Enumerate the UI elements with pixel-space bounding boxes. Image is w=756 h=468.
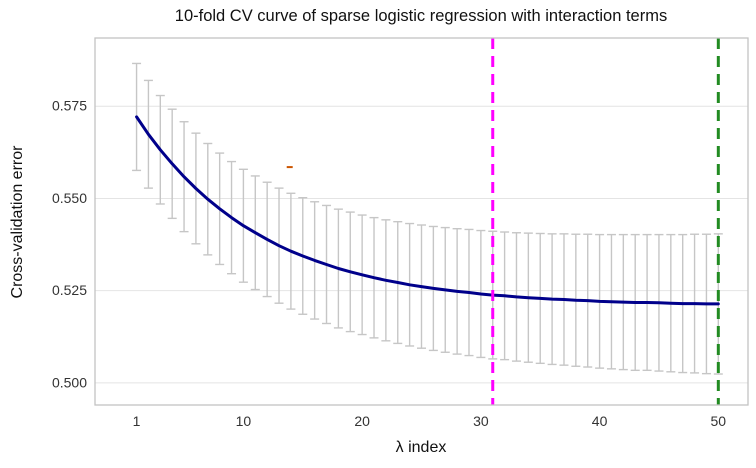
chart-title: 10-fold CV curve of sparse logistic regr…	[175, 7, 667, 25]
y-tick-label: 0.575	[52, 98, 87, 114]
y-axis-label: Cross-validation error	[9, 145, 26, 299]
y-tick-label: 0.525	[52, 282, 87, 298]
x-tick-label: 40	[592, 413, 608, 429]
plot-layers: 1 10 20 30 40 50 0.500 0.525 0.550 0.575	[52, 37, 749, 429]
x-tick-label: 20	[354, 413, 370, 429]
x-tick-label: 10	[236, 413, 252, 429]
x-axis-label: λ index	[396, 439, 447, 456]
panel-border	[94, 37, 749, 406]
x-tick-label: 30	[473, 413, 489, 429]
cv-mean-curve	[135, 115, 720, 306]
x-tick-label: 50	[711, 413, 727, 429]
x-tick-label: 1	[133, 413, 141, 429]
y-tick-label: 0.500	[52, 374, 87, 390]
plot-panel	[95, 38, 748, 405]
y-tick-label: 0.550	[52, 190, 87, 206]
